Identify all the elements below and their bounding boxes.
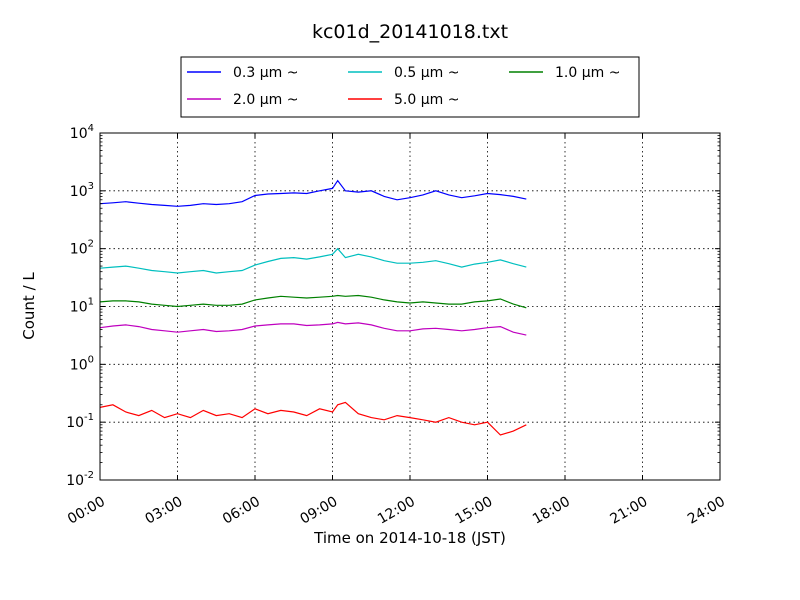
- x-tick-label: 09:00: [298, 494, 341, 528]
- x-axis-label: Time on 2014-10-18 (JST): [313, 529, 506, 547]
- series-line-2: [99, 294, 527, 309]
- chart-legend: 0.3 μm ~ 0.5 μm ~ 1.0 μm ~ 2.0 μm ~ 5.0 μm ~: [180, 56, 640, 118]
- x-tick-label: 06:00: [220, 494, 263, 528]
- y-tick-label: 10-1: [66, 412, 94, 431]
- grid-lines: [100, 133, 720, 480]
- y-tick-label: 102: [70, 239, 94, 258]
- y-axis-label: Count / L: [20, 272, 38, 340]
- legend-label-3: 2.0 μm ~: [233, 92, 298, 108]
- legend-label-0: 0.3 μm ~: [233, 65, 298, 81]
- y-tick-label: 101: [70, 297, 94, 316]
- series-line-1: [99, 247, 527, 274]
- series-line-0: [99, 179, 527, 207]
- series-line-4: [99, 401, 527, 436]
- x-tick-label: 24:00: [685, 494, 728, 528]
- y-tick-label: 104: [70, 123, 94, 142]
- y-tick-label: 100: [70, 354, 94, 373]
- x-tick-label: 15:00: [453, 494, 496, 528]
- legend-box: [180, 56, 640, 118]
- chart-title: kc01d_20141018.txt: [312, 21, 508, 43]
- x-tick-label: 21:00: [608, 494, 651, 528]
- x-tick-label: 00:00: [65, 494, 108, 528]
- y-tick-label: 103: [70, 181, 94, 200]
- data-series: [99, 179, 527, 436]
- series-line-3: [99, 321, 527, 336]
- legend-label-4: 5.0 μm ~: [394, 92, 459, 108]
- x-tick-label: 03:00: [143, 494, 186, 528]
- legend-label-2: 1.0 μm ~: [555, 65, 620, 81]
- x-tick-label: 18:00: [530, 494, 573, 528]
- legend-label-1: 0.5 μm ~: [394, 65, 459, 81]
- x-tick-label: 12:00: [375, 494, 418, 528]
- y-tick-label: 10-2: [66, 470, 94, 489]
- y-axis-ticks: 10-2 10-1 100 101 102 103 104: [66, 123, 720, 489]
